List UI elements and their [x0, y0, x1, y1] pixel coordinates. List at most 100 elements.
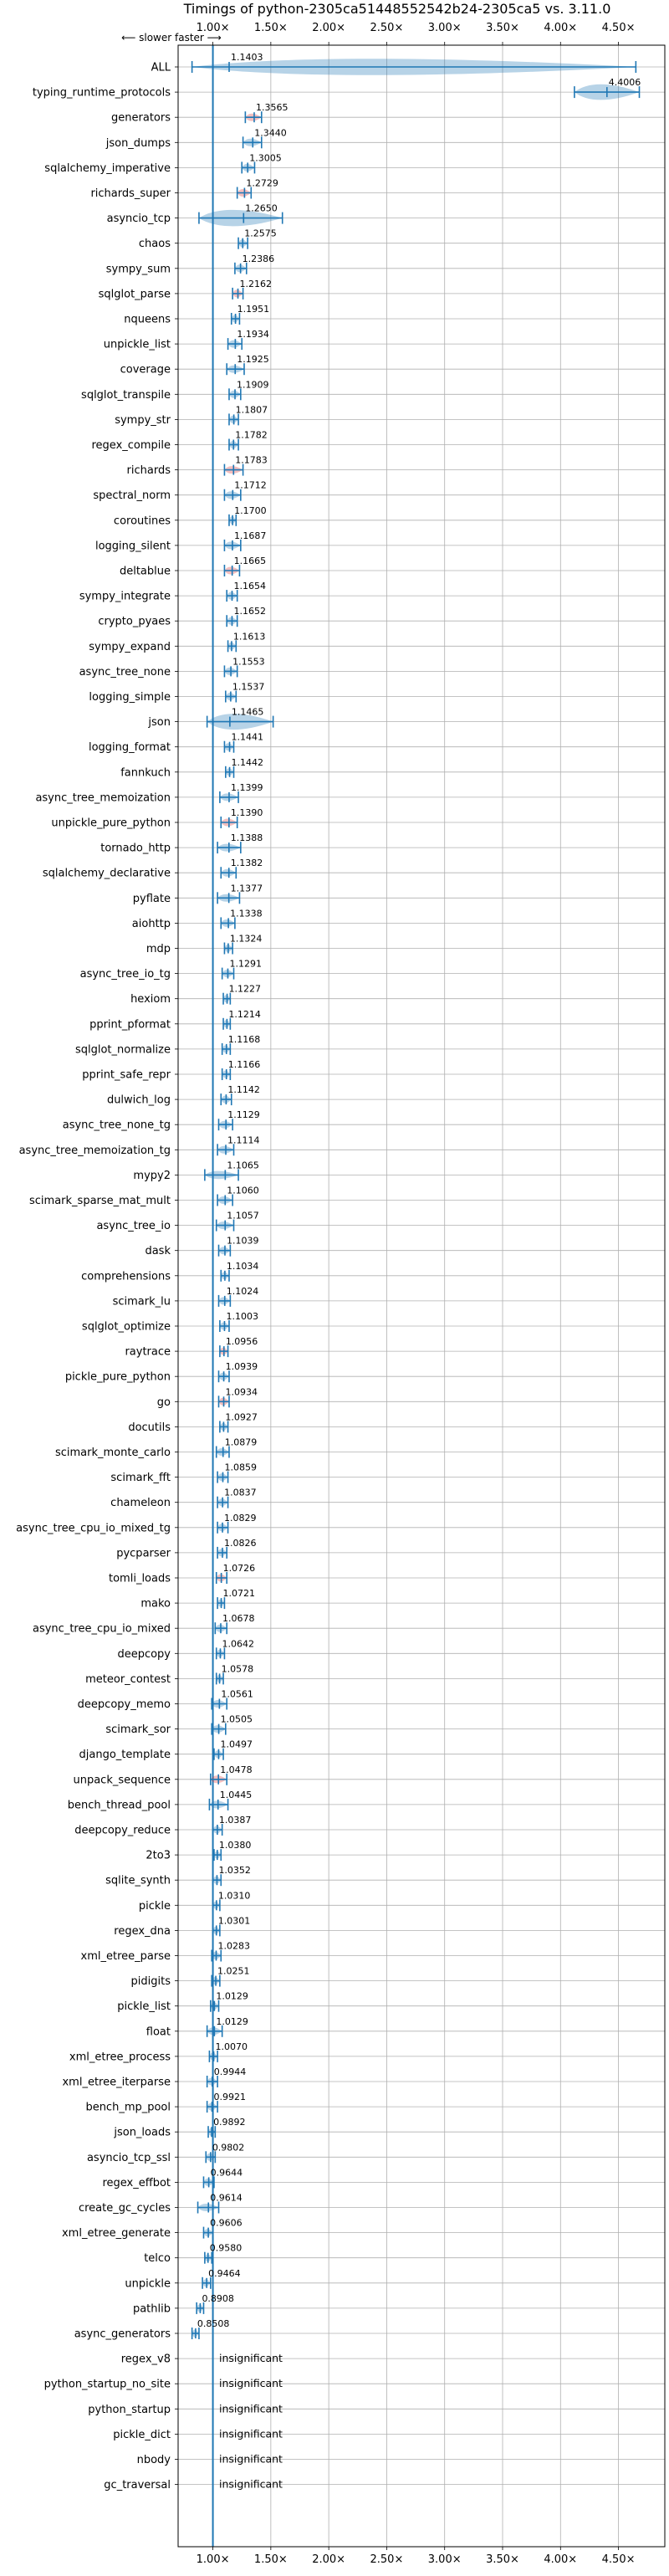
benchmark-name-label: deepcopy	[117, 1648, 171, 1661]
benchmark-name-label: logging_silent	[95, 540, 171, 552]
benchmark-row: 1.1687	[223, 530, 266, 551]
value-label: 1.2650	[245, 203, 278, 214]
benchmark-row: insignificant	[219, 2453, 283, 2466]
benchmark-name-label: pathlib	[133, 2302, 171, 2315]
benchmark-name-label: asyncio_tcp_ssl	[87, 2152, 171, 2164]
value-label: 1.0070	[216, 2041, 248, 2052]
benchmark-name-label: regex_effbot	[102, 2177, 171, 2189]
benchmark-name-label: sympy_integrate	[79, 591, 171, 603]
value-label: 1.1652	[233, 606, 266, 617]
value-label: 1.1403	[231, 52, 263, 63]
benchmark-row: insignificant	[219, 2402, 283, 2415]
benchmark-row: 1.3440	[242, 127, 287, 149]
value-label: 1.0956	[226, 1336, 258, 1347]
value-label: 1.0678	[222, 1613, 255, 1624]
value-label: 1.1039	[227, 1236, 259, 1247]
value-label: 1.1034	[227, 1261, 259, 1272]
value-label: 0.9921	[213, 2092, 246, 2102]
benchmark-row: 1.1553	[223, 656, 265, 678]
benchmark-row: 1.0826	[217, 1538, 257, 1559]
benchmark-name-label: pickle_dict	[113, 2429, 171, 2441]
benchmark-row: 1.1039	[217, 1236, 259, 1257]
value-label: 1.0642	[222, 1638, 254, 1649]
benchmark-row: 1.2162	[232, 279, 272, 300]
benchmark-row: 1.1925	[226, 354, 269, 376]
insignificant-label: insignificant	[219, 2402, 283, 2415]
value-label: 1.1057	[227, 1211, 259, 1221]
benchmark-row: 1.1166	[221, 1059, 260, 1080]
x-tick-label-bottom: 3.50×	[486, 2553, 519, 2566]
benchmark-row: 1.1291	[221, 959, 262, 980]
benchmark-name-label: regex_compile	[91, 439, 171, 452]
benchmark-name-label: async_tree_memoization	[35, 791, 171, 804]
value-label: 1.1060	[227, 1186, 259, 1196]
value-label: 1.0859	[224, 1462, 257, 1473]
benchmark-row: 1.3005	[241, 152, 282, 174]
benchmark-name-label: asyncio_tcp	[107, 213, 171, 225]
value-label: 1.0251	[217, 1966, 250, 1977]
value-label: 1.0561	[221, 1689, 253, 1700]
benchmark-name-label: async_tree_cpu_io_mixed	[33, 1623, 171, 1636]
benchmark-row: 1.1442	[225, 757, 263, 778]
benchmark-row: 1.2650	[198, 203, 283, 227]
benchmark-name-label: tomli_loads	[109, 1573, 171, 1585]
benchmark-name-label: generators	[111, 112, 171, 125]
benchmark-name-label: dask	[145, 1245, 171, 1257]
benchmark-name-label: pickle	[139, 1900, 171, 1913]
benchmark-name-label: bench_thread_pool	[68, 1799, 171, 1811]
benchmark-name-label: pidigits	[131, 1975, 171, 1988]
benchmark-name-label: unpickle	[125, 2277, 171, 2290]
x-tick-label-top: 3.50×	[486, 22, 519, 34]
benchmark-row: 0.9606	[202, 2218, 243, 2239]
value-label: 1.0301	[218, 1915, 251, 1926]
value-label: 1.1214	[228, 1009, 261, 1020]
benchmark-name-label: django_template	[79, 1749, 171, 1761]
benchmark-row: 1.0927	[219, 1411, 258, 1433]
benchmark-name-label: async_tree_cpu_io_mixed_tg	[16, 1522, 171, 1534]
benchmark-name-label: async_tree_io_tg	[80, 968, 171, 981]
value-label: 1.1665	[234, 556, 267, 566]
benchmark-row: 1.0721	[217, 1588, 255, 1610]
benchmark-row: 1.0726	[215, 1563, 255, 1584]
benchmark-name-label: json	[147, 716, 171, 729]
value-label: 1.1553	[232, 656, 265, 667]
benchmark-name-label: async_tree_none	[79, 666, 171, 679]
benchmark-row: 1.3565	[244, 102, 288, 124]
benchmark-row: 1.1168	[221, 1034, 260, 1055]
value-label: 0.9802	[212, 2142, 244, 2153]
benchmark-row: 0.9464	[202, 2268, 241, 2289]
benchmark-row: 1.1227	[222, 984, 261, 1005]
value-label: 1.1390	[231, 807, 263, 818]
benchmark-row: 1.1324	[223, 934, 262, 955]
value-label: 1.2729	[246, 178, 278, 189]
benchmark-row: 1.0352	[212, 1865, 251, 1887]
value-label: 1.1291	[229, 959, 262, 970]
benchmark-name-label: xml_etree_parse	[81, 1950, 171, 1963]
benchmark-name-label: mako	[140, 1598, 171, 1611]
benchmark-name-label: unpickle_pure_python	[51, 817, 171, 830]
benchmark-row: 1.1142	[220, 1084, 260, 1106]
x-tick-label-top: 1.50×	[254, 22, 288, 34]
value-label: 1.0837	[224, 1488, 257, 1498]
x-tick-label-bottom: 2.50×	[370, 2553, 404, 2566]
benchmark-row: 1.2729	[236, 178, 278, 199]
value-label: 1.1613	[233, 631, 266, 642]
benchmark-row: insignificant	[219, 2352, 283, 2364]
benchmark-name-label: spectral_norm	[93, 489, 171, 502]
benchmark-name-label: scimark_sparse_mat_mult	[29, 1195, 171, 1207]
benchmark-name-label: sympy_sum	[106, 263, 171, 275]
value-label: 1.1114	[227, 1134, 260, 1145]
benchmark-row: 1.1783	[223, 455, 268, 476]
value-label: 1.0310	[218, 1890, 251, 1901]
benchmark-row: 1.1060	[217, 1186, 259, 1206]
value-label: 1.1129	[227, 1109, 260, 1120]
value-label: 1.1934	[237, 329, 269, 340]
value-label: 0.8508	[197, 2318, 230, 2329]
benchmark-name-label: pyflate	[133, 893, 171, 905]
value-label: 1.0497	[220, 1739, 253, 1750]
value-label: 0.9580	[210, 2243, 243, 2254]
benchmark-name-label: xml_etree_process	[69, 2051, 171, 2063]
benchmark-row: 1.1024	[217, 1286, 258, 1307]
value-label: 1.1807	[236, 404, 268, 415]
plot-area: 1.1403 4.4006 1.3565 1.3440 1.3005 1.2729 1.26…	[191, 45, 641, 2547]
